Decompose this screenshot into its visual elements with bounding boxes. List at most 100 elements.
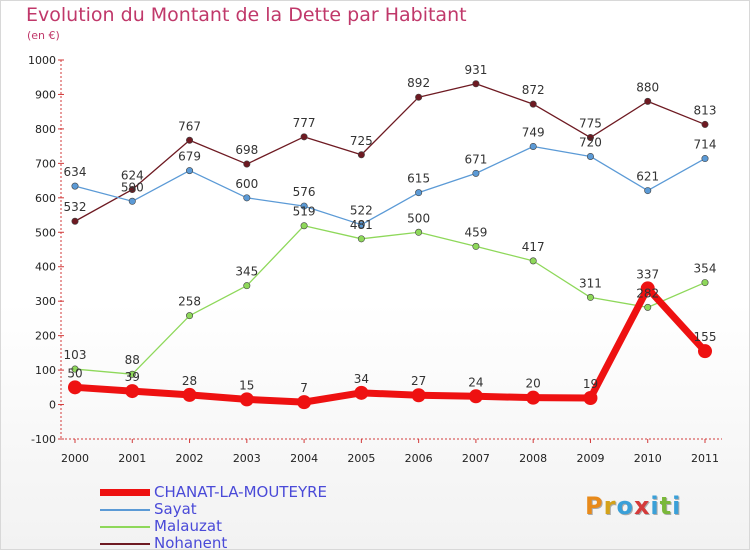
data-point [472, 80, 480, 88]
x-tick-label: 2003 [233, 452, 261, 465]
data-label: 15 [239, 378, 254, 392]
series-line-nohanent [74, 83, 706, 222]
data-label: 698 [235, 143, 258, 157]
data-label: 19 [583, 377, 598, 391]
proxiti-logo: Proxiti [585, 492, 681, 520]
data-point [357, 221, 365, 229]
data-label: 345 [235, 265, 258, 279]
legend-swatch-chanat [100, 489, 150, 496]
data-label: 749 [522, 125, 545, 139]
data-point [472, 169, 480, 177]
data-point [644, 303, 652, 311]
logo-letter: x [633, 492, 651, 520]
data-label: 519 [293, 205, 316, 219]
data-point [354, 385, 369, 400]
data-label: 417 [522, 240, 545, 254]
data-label: 258 [178, 295, 201, 309]
y-tick-label: 300 [35, 295, 56, 308]
x-tick-label: 2011 [691, 452, 719, 465]
data-point [586, 134, 594, 142]
data-point [300, 133, 308, 141]
y-tick-label: 100 [35, 364, 56, 377]
data-label: 775 [579, 117, 602, 131]
logo-letter: t [659, 492, 673, 520]
data-label: 282 [636, 286, 659, 300]
data-point [71, 182, 79, 190]
data-label: 50 [67, 366, 82, 380]
data-label: 590 [121, 180, 144, 194]
data-label: 522 [350, 204, 373, 218]
data-label: 621 [636, 170, 659, 184]
data-label: 532 [64, 200, 87, 214]
data-point [526, 390, 541, 405]
data-point [468, 389, 483, 404]
data-point [128, 370, 136, 378]
data-label: 39 [125, 370, 140, 384]
data-point [529, 257, 537, 265]
data-label: 27 [411, 374, 426, 388]
logo-letter: o [616, 492, 634, 520]
x-tick-label: 2000 [61, 452, 89, 465]
y-tick-label: 600 [35, 192, 56, 205]
data-label: 880 [636, 80, 659, 94]
series-line-malauzat [74, 225, 706, 375]
data-label: 720 [579, 135, 602, 149]
data-label: 354 [694, 262, 717, 276]
data-point [701, 155, 709, 163]
data-point [357, 235, 365, 243]
y-tick-label: 900 [35, 88, 56, 101]
data-point [186, 312, 194, 320]
data-label: 500 [407, 211, 430, 225]
data-point [186, 167, 194, 175]
data-point [182, 387, 197, 402]
data-label: 34 [354, 372, 369, 386]
logo-letter: i [672, 492, 682, 520]
legend-label-chanat: CHANAT-LA-MOUTEYRE [154, 483, 328, 501]
data-point [644, 97, 652, 105]
data-label: 767 [178, 119, 201, 133]
data-label: 337 [636, 267, 659, 281]
y-tick-label: 500 [35, 226, 56, 239]
logo-letter: r [603, 492, 617, 520]
data-point [415, 93, 423, 101]
logo-letter: P [585, 492, 604, 520]
y-tick-label: 700 [35, 157, 56, 170]
data-point [529, 142, 537, 150]
data-label: 872 [522, 83, 545, 97]
data-point [128, 186, 136, 194]
data-point [529, 100, 537, 108]
data-label: 20 [526, 377, 541, 391]
data-label: 88 [125, 353, 140, 367]
legend-label-sayat: Sayat [154, 500, 197, 518]
data-point [698, 344, 712, 359]
data-point [415, 189, 423, 197]
data-point [583, 390, 598, 405]
logo-letter: i [650, 492, 660, 520]
data-label: 7 [300, 381, 308, 395]
data-point [701, 279, 709, 287]
y-tick-label: 800 [35, 123, 56, 136]
data-label: 624 [121, 169, 144, 183]
data-point [415, 228, 423, 236]
data-point [243, 194, 251, 202]
y-tick-label: 200 [35, 330, 56, 343]
legend-swatch-sayat [100, 509, 150, 511]
data-label: 615 [407, 172, 430, 186]
x-tick-label: 2005 [347, 452, 375, 465]
legend-swatch-malauzat [100, 526, 150, 528]
data-point [701, 120, 709, 128]
x-tick-label: 2007 [462, 452, 490, 465]
data-point [300, 222, 308, 230]
x-tick-label: 2004 [290, 452, 318, 465]
data-point [297, 395, 312, 410]
data-label: 671 [464, 152, 487, 166]
x-tick-label: 2006 [405, 452, 433, 465]
data-label: 777 [293, 116, 316, 130]
data-point [71, 217, 79, 225]
data-label: 714 [694, 138, 717, 152]
data-point [357, 151, 365, 159]
data-point [125, 384, 140, 399]
data-label: 600 [235, 177, 258, 191]
y-tick-label: 400 [35, 261, 56, 274]
